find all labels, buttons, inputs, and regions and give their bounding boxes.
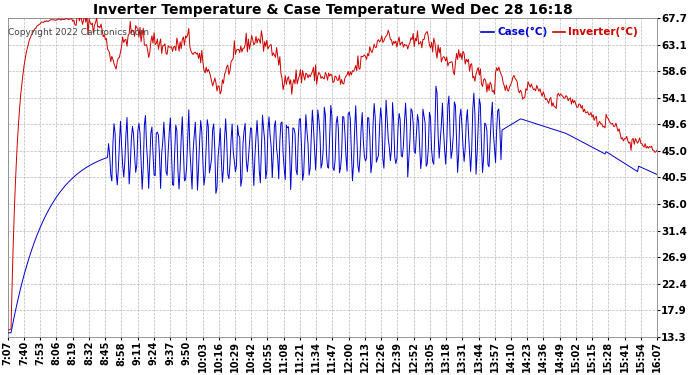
Title: Inverter Temperature & Case Temperature Wed Dec 28 16:18: Inverter Temperature & Case Temperature …: [92, 3, 572, 17]
Text: Copyright 2022 Cartronics.com: Copyright 2022 Cartronics.com: [8, 27, 150, 36]
Legend: Case(°C), Inverter(°C): Case(°C), Inverter(°C): [477, 23, 642, 42]
